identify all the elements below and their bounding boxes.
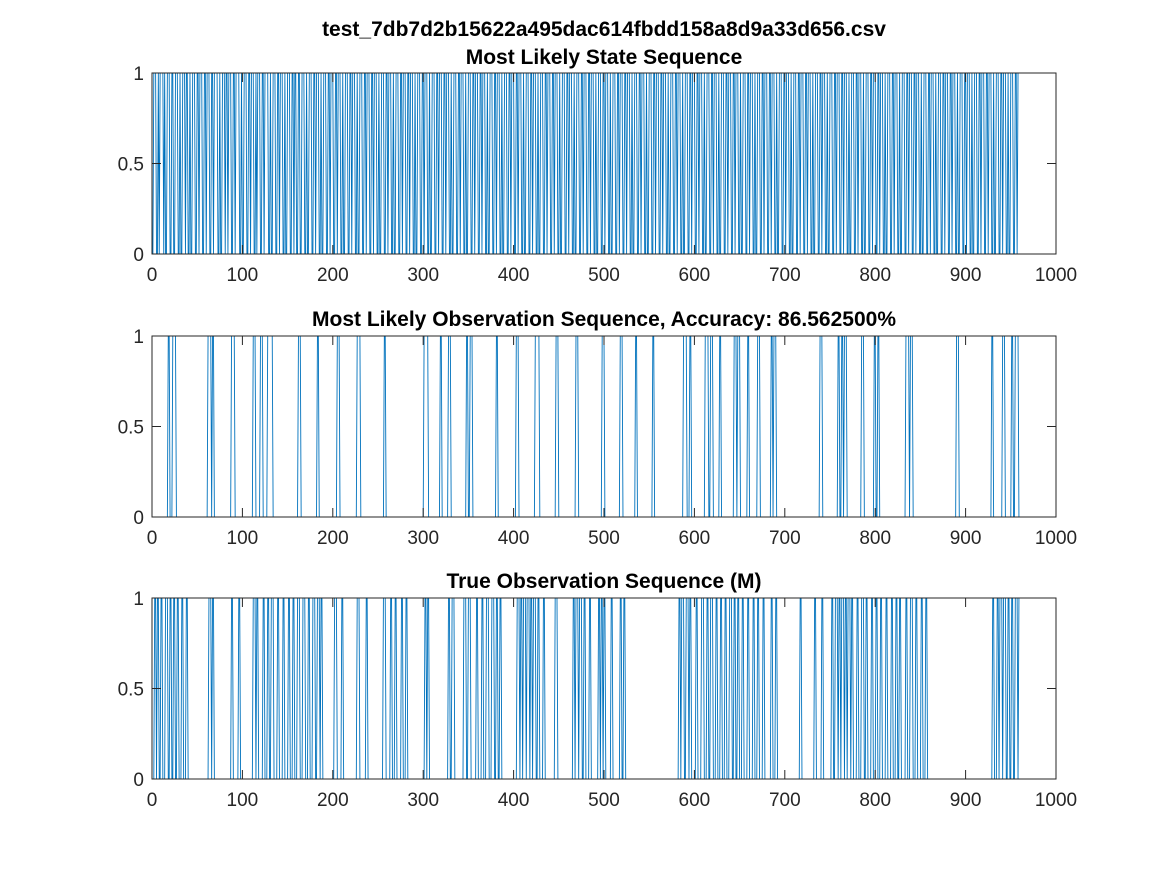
x-tick-label: 900 (950, 265, 982, 286)
y-tick-label: 0 (133, 508, 144, 529)
y-tick-label: 1 (133, 589, 144, 610)
x-tick-label: 500 (588, 528, 620, 549)
x-tick-label: 300 (407, 265, 439, 286)
x-tick-label: 1000 (1035, 528, 1077, 549)
y-tick-label: 0 (133, 245, 144, 266)
subplot-3: 0 100 200 300 400 500 600 700 800 900 1000 0 0.5 1 Tru… (118, 570, 1078, 811)
x-tick-label: 0 (147, 528, 158, 549)
x-tick-label: 400 (498, 790, 530, 811)
x-tick-label: 900 (950, 790, 982, 811)
x-tick-label: 600 (679, 790, 711, 811)
x-tick-label: 700 (769, 528, 801, 549)
x-tick-label: 500 (588, 265, 620, 286)
y-tick-label: 1 (133, 327, 144, 348)
x-tick-label: 100 (227, 528, 259, 549)
x-tick-label: 300 (407, 528, 439, 549)
x-tick-label: 100 (227, 790, 259, 811)
y-tick-label: 1 (133, 64, 144, 85)
y-tick-label: 0.5 (118, 418, 144, 439)
subplot-title: True Observation Sequence (M) (446, 570, 761, 593)
x-tick-label: 400 (498, 265, 530, 286)
x-tick-label: 200 (317, 528, 349, 549)
x-tick-label: 0 (147, 790, 158, 811)
x-tick-label: 900 (950, 528, 982, 549)
x-tick-label: 400 (498, 528, 530, 549)
x-tick-label: 0 (147, 265, 158, 286)
x-tick-label: 800 (859, 528, 891, 549)
x-tick-label: 300 (407, 790, 439, 811)
x-tick-label: 100 (227, 265, 259, 286)
y-tick-label: 0.5 (118, 680, 144, 701)
subplot-title: Most Likely State Sequence (466, 46, 743, 69)
panels: 0 100 200 300 400 500 600 700 800 900 100000.51Mos… (118, 46, 1078, 811)
x-tick-label: 600 (679, 528, 711, 549)
y-tick-label: 0 (133, 770, 144, 791)
x-tick-label: 800 (859, 265, 891, 286)
x-tick-label: 1000 (1035, 790, 1077, 811)
x-tick-label: 700 (769, 790, 801, 811)
x-tick-label: 1000 (1035, 265, 1077, 286)
x-tick-label: 600 (679, 265, 711, 286)
y-tick-label: 0.5 (118, 155, 144, 176)
figure-suptitle: test_7db7d2b15622a495dac614fbdd158a8d9a3… (322, 18, 886, 41)
x-tick-label: 800 (859, 790, 891, 811)
x-tick-label: 500 (588, 790, 620, 811)
x-tick-label: 200 (317, 790, 349, 811)
x-tick-label: 200 (317, 265, 349, 286)
x-tick-label: 700 (769, 265, 801, 286)
subplot-title: Most Likely Observation Sequence, Accura… (312, 308, 896, 331)
subplot-2: 0 100 200 300 400 500 600 700 800 900 1000 0 0.5 1 Mos… (118, 308, 1078, 549)
subplot-1: 0 100 200 300 400 500 600 700 800 900 1000 0 0.5 1 Mos… (118, 46, 1078, 286)
